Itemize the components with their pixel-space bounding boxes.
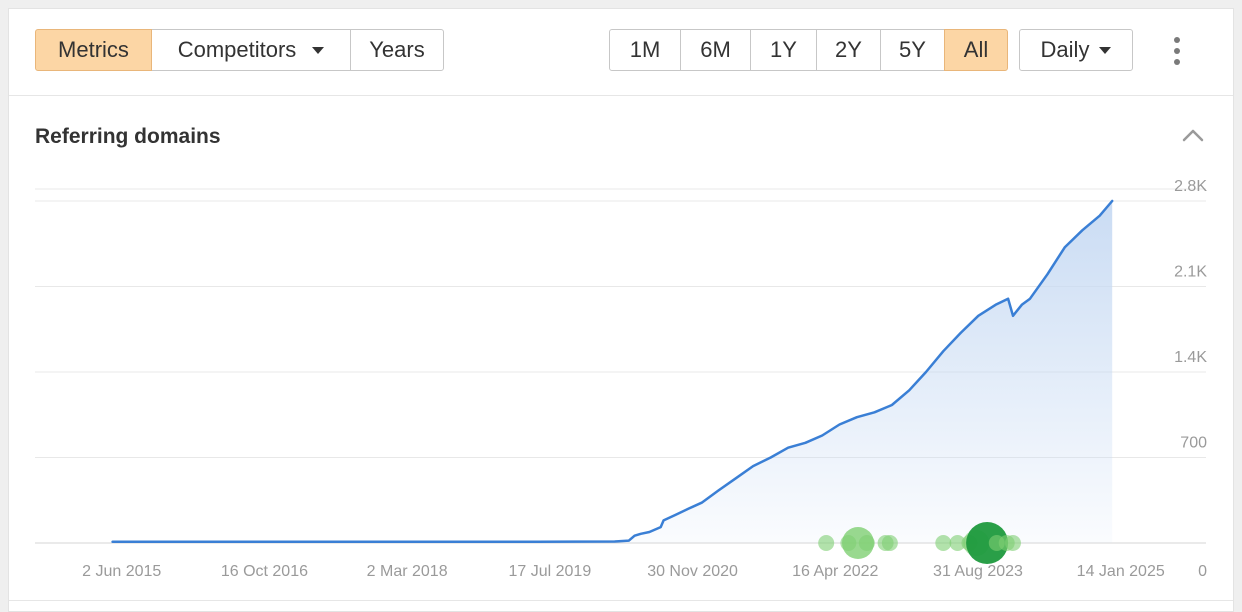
granularity-dropdown[interactable]: Daily	[1019, 29, 1133, 71]
range-5y-button[interactable]: 5Y	[880, 29, 945, 71]
granularity-label: Daily	[1040, 37, 1090, 62]
tab-metrics-label: Metrics	[58, 37, 129, 62]
range-1y-label: 1Y	[770, 37, 797, 62]
range-2y-button[interactable]: 2Y	[816, 29, 881, 71]
tab-years[interactable]: Years	[350, 29, 444, 71]
x-tick-label: 2 Mar 2018	[367, 563, 448, 580]
x-tick-label: 14 Jan 2025	[1077, 563, 1165, 580]
x-tick-label: 31 Aug 2023	[933, 563, 1023, 580]
caret-down-icon	[312, 46, 325, 54]
section-title: Referring domains	[35, 125, 221, 148]
tab-competitors-label: Competitors	[177, 37, 297, 62]
y-tick-label: 1.4K	[1174, 349, 1207, 366]
x-tick-label: 30 Nov 2020	[647, 563, 738, 580]
range-button-group: 1M 6M 1Y 2Y 5Y All	[609, 29, 1008, 71]
y-tick-label: 2.1K	[1174, 264, 1207, 281]
y-tick-label: 2.8K	[1174, 178, 1207, 195]
x-tick-label: 16 Oct 2016	[221, 563, 308, 580]
range-5y-label: 5Y	[899, 37, 926, 62]
range-all-button[interactable]: All	[944, 29, 1008, 71]
x-tick-label: 16 Apr 2022	[792, 563, 878, 580]
event-marker	[818, 535, 835, 551]
range-6m-label: 6M	[700, 37, 731, 62]
y-tick-label: 0	[1198, 563, 1207, 580]
tab-years-label: Years	[369, 37, 425, 62]
range-1m-label: 1M	[629, 37, 661, 62]
kebab-vertical-icon[interactable]	[1169, 37, 1185, 65]
chart-panel: Metrics Competitors Years 1M 6M 1Y 2Y	[8, 8, 1234, 612]
view-tab-group: Metrics Competitors Years	[35, 29, 444, 71]
x-tick-label: 17 Jul 2019	[508, 563, 591, 580]
granularity-group: Daily	[1019, 29, 1133, 71]
tab-metrics[interactable]: Metrics	[35, 29, 152, 71]
caret-down-icon	[1099, 46, 1112, 54]
event-marker	[881, 535, 898, 551]
event-marker	[1004, 535, 1021, 551]
range-6m-button[interactable]: 6M	[680, 29, 751, 71]
toolbar: Metrics Competitors Years 1M 6M 1Y 2Y	[9, 9, 1233, 96]
event-marker	[949, 535, 966, 551]
range-all-label: All	[963, 37, 989, 62]
event-marker	[842, 527, 875, 559]
event-marker	[858, 535, 875, 551]
range-2y-label: 2Y	[835, 37, 862, 62]
y-tick-label: 700	[1180, 435, 1207, 452]
event-marker	[935, 535, 952, 551]
x-tick-label: 2 Jun 2015	[82, 563, 161, 580]
chevron-up-icon[interactable]	[1181, 127, 1205, 143]
series-area	[112, 201, 1113, 543]
event-marker	[966, 522, 1009, 564]
referring-domains-chart: 0 700 1.4K 2.1K 2.8K 2 Jun 2015 16 Oct 2016 2 M…	[35, 178, 1207, 580]
series-line	[111, 199, 1114, 544]
divider	[9, 600, 1233, 601]
